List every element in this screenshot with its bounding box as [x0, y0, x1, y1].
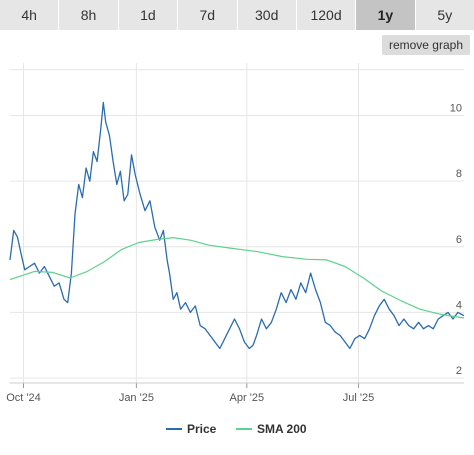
y-tick-label: 10: [450, 103, 462, 115]
x-tick-label: Apr '25: [230, 392, 265, 404]
legend: Price SMA 200: [166, 422, 307, 436]
legend-label: Price: [187, 422, 217, 436]
tab-8h[interactable]: 8h: [59, 0, 119, 30]
y-tick-label: 8: [456, 168, 462, 180]
x-axis: Oct '24 Jan '25 Apr '25 Jul '25: [6, 382, 464, 404]
price-line: [9, 101, 465, 350]
tab-120d[interactable]: 120d: [296, 0, 357, 30]
y-tick-label: 6: [456, 234, 462, 246]
tab-4h[interactable]: 4h: [0, 0, 60, 30]
tab-7d[interactable]: 7d: [178, 0, 238, 30]
y-tick-label: 4: [456, 299, 462, 311]
x-tick-label: Jul '25: [343, 392, 374, 404]
remove-graph-button[interactable]: remove graph: [381, 35, 470, 55]
timeframe-tabs: 4h 8h 1d 7d 30d 120d 1y 5y: [0, 0, 474, 30]
x-tick-label: Jan '25: [119, 392, 154, 404]
x-tick-label: Oct '24: [6, 392, 41, 404]
price-chart: Oct '24 Jan '25 Apr '25 Jul '25 2 4 6 8 10 Pric…: [6, 63, 465, 436]
tab-30d[interactable]: 30d: [237, 0, 297, 30]
tab-1y[interactable]: 1y: [356, 0, 416, 30]
legend-label: SMA 200: [257, 422, 307, 436]
tab-1d[interactable]: 1d: [118, 0, 179, 30]
series-layer: [9, 101, 465, 350]
grid: [10, 63, 464, 383]
sma-200-line: [9, 237, 465, 319]
y-tick-label: 2: [456, 365, 462, 377]
y-axis: 2 4 6 8 10: [450, 103, 462, 378]
tab-5y[interactable]: 5y: [415, 0, 474, 30]
